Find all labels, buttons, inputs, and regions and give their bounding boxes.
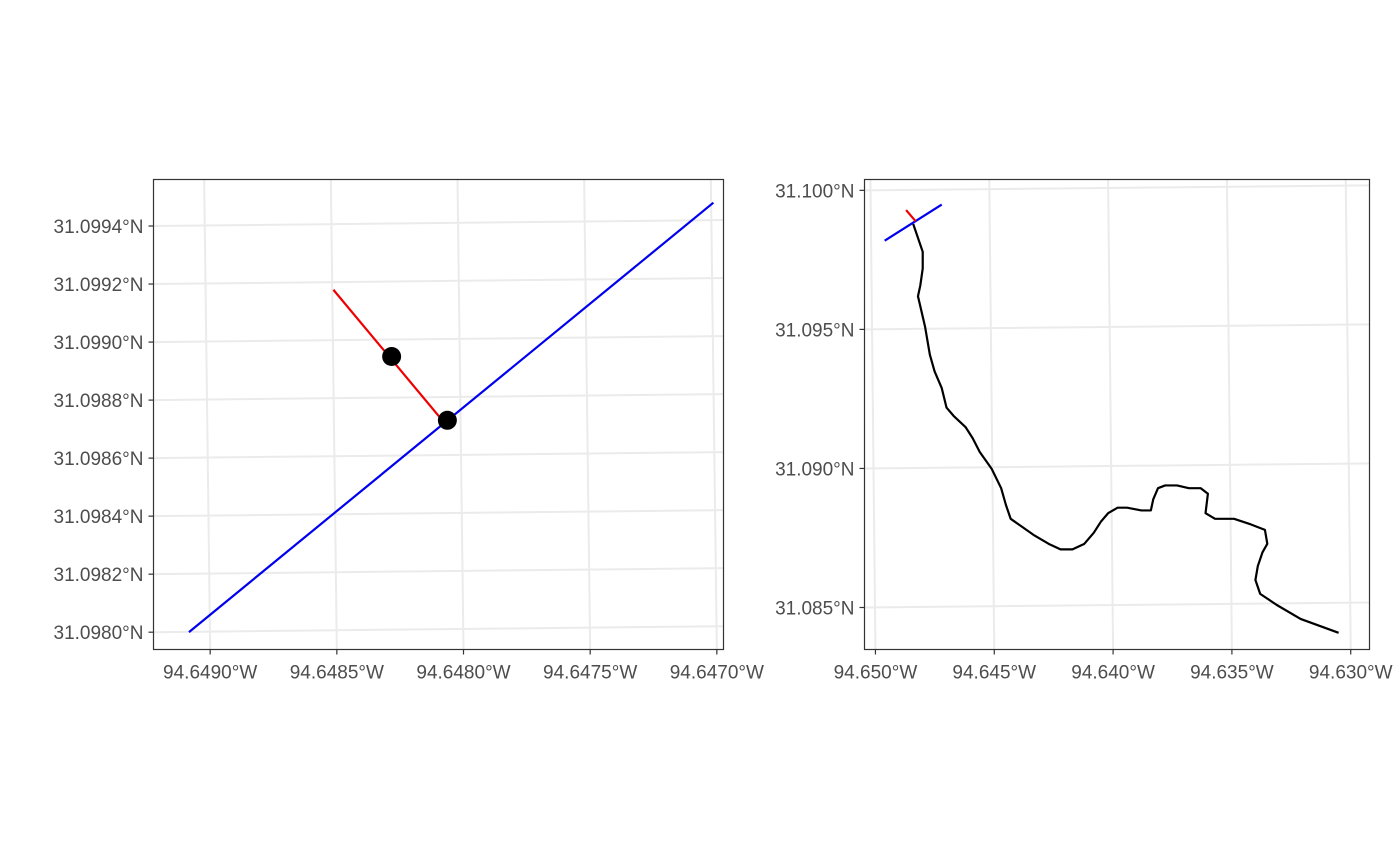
x-tick-label: 94.6490°W [163, 663, 257, 684]
right-map-panel: 94.650°W 94.645°W 94.640°W 94.635°W 94.630°W… [775, 178, 1393, 684]
y-tick-label: 31.0990°N [54, 333, 144, 354]
meridian-line [1344, 179, 1352, 650]
meridian-line [709, 179, 718, 650]
parallel-line [153, 335, 724, 344]
meridian-line [329, 179, 338, 650]
x-tick-label: 94.6470°W [670, 663, 764, 684]
parallel-line [153, 509, 724, 518]
x-tick-label: 94.6475°W [543, 663, 637, 684]
parallel-line [153, 567, 724, 576]
series-line-2 [905, 209, 917, 222]
series-group [188, 201, 715, 633]
parallel-line [864, 323, 1370, 331]
graticule [153, 179, 724, 650]
y-tick-label: 31.0980°N [54, 623, 144, 644]
y-tick-label: 31.090°N [775, 459, 854, 480]
x-tick-label: 94.630°W [1309, 663, 1393, 684]
series-line-0 [912, 223, 1339, 634]
panel-border [863, 178, 1371, 651]
left-map-panel: 94.6490°W 94.6485°W 94.6480°W 94.6475°W 94.6… [54, 178, 764, 684]
y-tick-label: 31.0982°N [54, 565, 144, 586]
parallel-line [153, 451, 724, 460]
parallel-line [153, 625, 724, 634]
meridian-line [869, 179, 877, 650]
parallel-line [864, 601, 1370, 609]
plot-background [864, 179, 1370, 650]
panel-border [152, 178, 725, 651]
y-tick-label: 31.095°N [775, 320, 854, 341]
x-tick-label: 94.650°W [834, 663, 918, 684]
meridian-line [988, 179, 996, 650]
x-tick-label: 94.6480°W [416, 663, 510, 684]
parallel-line [864, 184, 1370, 192]
y-tick-label: 31.0986°N [54, 449, 144, 470]
y-tick-label: 31.0988°N [54, 391, 144, 412]
x-tick-label: 94.6485°W [290, 663, 384, 684]
meridian-line [1107, 179, 1115, 650]
point-marker-1 [437, 410, 457, 430]
y-tick-label: 31.100°N [775, 181, 854, 202]
x-tick-label: 94.635°W [1190, 663, 1274, 684]
parallel-line [153, 219, 724, 228]
y-tick-label: 31.0984°N [54, 507, 144, 528]
y-tick-label: 31.0992°N [54, 275, 144, 296]
meridian-line [203, 179, 212, 650]
parallel-line [153, 393, 724, 402]
parallel-line [864, 462, 1370, 470]
parallel-line [153, 277, 724, 286]
y-tick-label: 31.0994°N [54, 217, 144, 238]
point-marker-0 [382, 346, 402, 366]
series-group [884, 203, 1339, 634]
meridian-line [583, 179, 592, 650]
graticule [864, 179, 1370, 650]
x-tick-label: 94.645°W [952, 663, 1036, 684]
y-tick-label: 31.085°N [775, 599, 854, 620]
series-line-1 [884, 203, 943, 242]
x-tick-label: 94.640°W [1071, 663, 1155, 684]
meridian-line [1225, 179, 1233, 650]
